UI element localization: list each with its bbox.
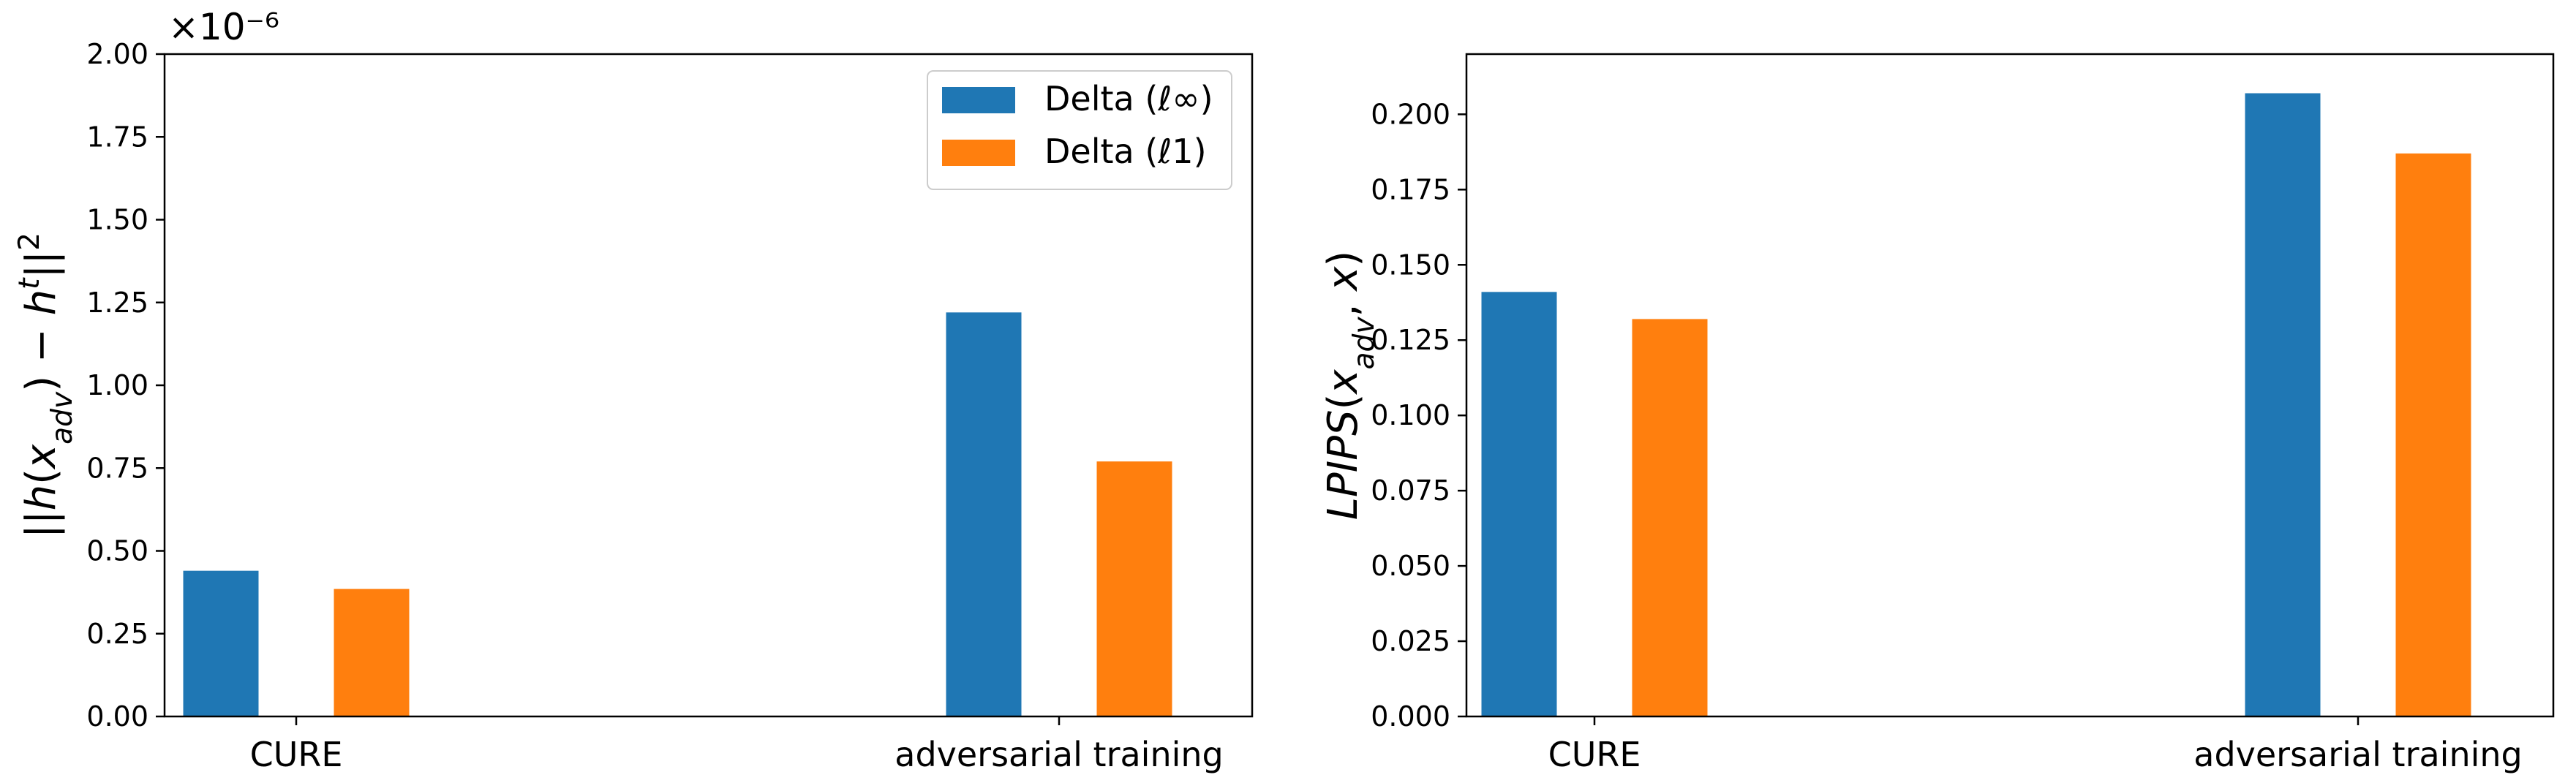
x-category-label-adversarial-training: adversarial training xyxy=(895,735,1223,774)
y-tick-label: 0.025 xyxy=(1371,625,1450,657)
bar-delta-l1-adversarial-training xyxy=(1096,461,1172,716)
legend-label-delta-l1: Delta (ℓ1) xyxy=(1044,132,1207,171)
x-category-label-cure: CURE xyxy=(1548,735,1641,774)
y-tick-label: 1.50 xyxy=(86,204,148,236)
y-tick-label: 2.00 xyxy=(86,38,148,70)
bar-delta-l1-cure xyxy=(334,589,410,716)
y-tick-label: 0.75 xyxy=(86,452,148,484)
bar-delta-linf-cure xyxy=(183,570,259,716)
y-tick-label: 0.150 xyxy=(1371,249,1450,281)
y-tick-label: 0.175 xyxy=(1371,173,1450,205)
bar-delta-linf-cure xyxy=(1481,292,1557,716)
y-offset-text: ×10⁻⁶ xyxy=(168,6,279,48)
y-tick-label: 1.25 xyxy=(86,287,148,319)
y-tick-label: 0.00 xyxy=(86,700,148,733)
x-category-label-adversarial-training: adversarial training xyxy=(2193,735,2522,774)
right-chart-panel: 0.000 0.025 0.050 0.075 0.100 0.125 0.150 0.175… xyxy=(1319,53,2555,774)
y-tick-label: 1.00 xyxy=(86,369,148,401)
bar-delta-linf-adversarial-training xyxy=(946,312,1022,717)
y-tick-label: 0.050 xyxy=(1371,550,1450,582)
x-category-label-cure: CURE xyxy=(250,735,343,774)
legend-swatch-delta-l1 xyxy=(942,140,1015,166)
legend-label-delta-linf: Delta (ℓ∞) xyxy=(1044,79,1213,118)
y-tick-label: 0.50 xyxy=(86,535,148,567)
bar-delta-l1-cure xyxy=(1632,319,1708,716)
y-tick-label: 0.075 xyxy=(1371,474,1450,507)
y-axis-label: ||h(xadv) − ht||2 xyxy=(13,232,79,538)
y-tick-label: 0.125 xyxy=(1371,324,1450,356)
y-tick-label: 1.75 xyxy=(86,121,148,153)
bar-delta-l1-adversarial-training xyxy=(2395,153,2471,716)
y-tick-label: 0.200 xyxy=(1371,98,1450,130)
bar-delta-linf-adversarial-training xyxy=(2245,93,2321,716)
y-tick-label: 0.25 xyxy=(86,618,148,650)
legend-swatch-delta-linf xyxy=(942,87,1015,113)
axes-frame xyxy=(1465,53,2555,718)
left-chart-panel: 0.00 0.25 0.50 0.75 1.00 1.25 1.50 1.75 2.00 CURE… xyxy=(13,6,1254,774)
y-axis-label: LPIPS(xadv, x) xyxy=(1319,251,1381,521)
y-tick-label: 0.100 xyxy=(1371,399,1450,431)
y-tick-label: 0.000 xyxy=(1371,700,1450,733)
